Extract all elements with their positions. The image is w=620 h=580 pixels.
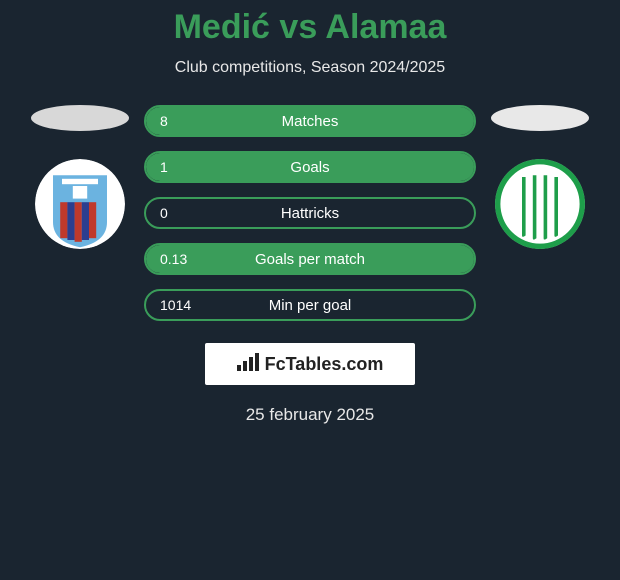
comparison-widget: Medić vs Alamaa Club competitions, Seaso… (0, 0, 620, 425)
brand-badge[interactable]: FcTables.com (205, 343, 415, 385)
main-row: 8Matches 1Goals 0Hattricks 0.13Goals per ma… (0, 105, 620, 321)
stat-label: Min per goal (146, 297, 474, 314)
player-photo-placeholder-left (31, 105, 129, 131)
player-photo-placeholder-right (491, 105, 589, 131)
stat-label: Hattricks (146, 205, 474, 222)
flora-logo-icon (495, 159, 585, 249)
stat-bar: 0Hattricks (144, 197, 476, 229)
bar-chart-icon (237, 353, 259, 376)
stat-bar: 1014Min per goal (144, 289, 476, 321)
stat-label: Matches (146, 113, 474, 130)
page-title: Medić vs Alamaa (174, 8, 447, 47)
right-player-column (480, 105, 600, 249)
stat-bar: 8Matches (144, 105, 476, 137)
brand-text: FcTables.com (265, 354, 384, 375)
paide-logo-icon (35, 159, 125, 249)
right-club-logo (495, 159, 585, 249)
left-club-logo (35, 159, 125, 249)
subtitle: Club competitions, Season 2024/2025 (175, 59, 445, 77)
stat-bar: 1Goals (144, 151, 476, 183)
stats-column: 8Matches 1Goals 0Hattricks 0.13Goals per ma… (140, 105, 480, 321)
left-player-column (20, 105, 140, 249)
stat-bar: 0.13Goals per match (144, 243, 476, 275)
stat-label: Goals per match (146, 251, 474, 268)
stat-label: Goals (146, 159, 474, 176)
date-label: 25 february 2025 (246, 405, 375, 425)
